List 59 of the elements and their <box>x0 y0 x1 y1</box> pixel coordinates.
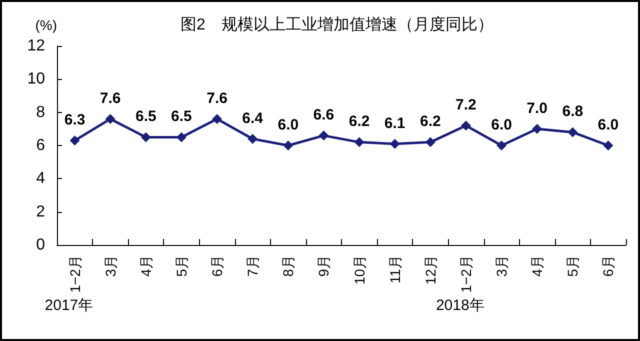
y-tick-label: 4 <box>36 170 46 188</box>
data-label: 6.8 <box>562 103 584 120</box>
data-label: 7.0 <box>526 100 548 117</box>
x-tick-label: 10月 <box>351 255 368 285</box>
x-tick-label: 6月 <box>209 255 226 277</box>
x-tick-label: 4月 <box>138 255 154 277</box>
y-axis-title: (%) <box>35 17 57 33</box>
point <box>70 136 80 146</box>
point <box>390 138 400 149</box>
data-label: 7.6 <box>206 90 228 107</box>
data-label: 6.1 <box>384 114 406 132</box>
data-label: 6.2 <box>348 113 370 130</box>
x-tick-label: 1−2月 <box>66 255 83 293</box>
x-tick-label: 8月 <box>280 255 296 277</box>
point <box>283 140 294 150</box>
x-tick-label: 12月 <box>422 255 438 285</box>
x-tick-label: 6月 <box>600 255 616 277</box>
point <box>105 114 116 124</box>
point <box>496 140 507 150</box>
data-label: 6.5 <box>171 108 192 126</box>
point <box>425 137 436 148</box>
data-label: 6.5 <box>135 108 156 126</box>
x-tick-label: 4月 <box>529 255 546 277</box>
point <box>354 137 364 148</box>
point <box>568 127 578 138</box>
point <box>140 132 151 142</box>
x-tick-label: 11月 <box>386 255 403 284</box>
x-tick-label: 7月 <box>244 255 261 277</box>
text: 2018年 <box>436 297 484 314</box>
text: 2017年 <box>44 297 94 314</box>
point <box>532 124 542 134</box>
point <box>176 132 186 142</box>
x-tick-label: 3月 <box>494 255 510 277</box>
x-tick-label: 1−2月 <box>458 255 474 293</box>
y-tick-label: 12 <box>27 38 46 54</box>
point <box>248 134 258 144</box>
data-label: 6.0 <box>278 116 299 134</box>
x-tick-label: 3月 <box>102 255 118 277</box>
y-tick-label: 10 <box>27 70 46 88</box>
point <box>318 130 329 141</box>
x-tick-label: 5月 <box>173 255 190 277</box>
y-tick-label: 6 <box>36 137 46 154</box>
x-tick-label: 9月 <box>316 255 332 277</box>
data-label: 6.6 <box>313 106 334 124</box>
data-label: 6.4 <box>242 110 264 127</box>
point <box>460 120 471 131</box>
point <box>212 114 222 124</box>
y-tick-label: 8 <box>36 104 46 121</box>
point <box>603 140 614 150</box>
x-tick-label: 5月 <box>564 255 581 277</box>
y-tick-label: 0 <box>36 236 46 254</box>
data-label: 7.2 <box>456 96 476 114</box>
y-tick-label: 2 <box>36 203 46 220</box>
data-label: 7.6 <box>100 90 121 107</box>
data-label: 6.0 <box>491 116 512 134</box>
chart-title: 图2 规模以上工业增加值增速（月度同比） <box>180 16 494 34</box>
data-label: 6.0 <box>598 116 619 134</box>
data-label: 6.3 <box>64 112 86 129</box>
data-label: 6.2 <box>420 113 441 130</box>
